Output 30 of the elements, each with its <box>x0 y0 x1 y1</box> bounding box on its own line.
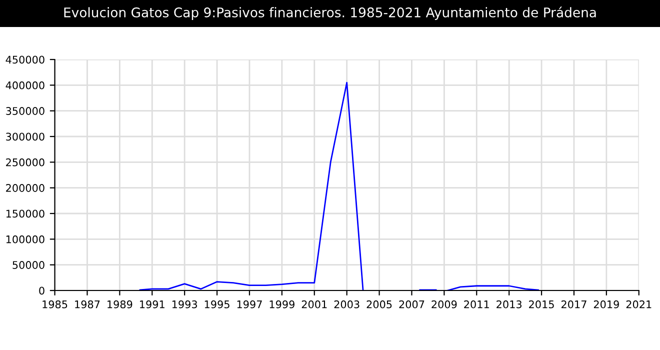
x-tick-label: 2019 <box>594 300 619 308</box>
y-tick-label: 450000 <box>6 56 44 64</box>
y-tick-label: 350000 <box>6 107 44 115</box>
y-tick-label: 0 <box>39 286 44 295</box>
x-tick-label: 2021 <box>626 300 652 308</box>
y-tick-label: 250000 <box>6 158 44 166</box>
y-tick-label: 100000 <box>6 235 44 244</box>
x-tick-label: 2005 <box>366 300 392 308</box>
y-tick-label: 150000 <box>6 210 44 218</box>
x-tick-label: 2003 <box>334 300 360 308</box>
x-tick-label: 1987 <box>75 300 100 308</box>
x-tick-label: 1993 <box>172 300 197 308</box>
y-tick-label: 300000 <box>6 132 44 141</box>
y-tick-label: 200000 <box>6 184 44 192</box>
y-tick-label: 400000 <box>6 81 44 90</box>
x-tick-label: 1995 <box>204 300 230 308</box>
x-tick-label: 2015 <box>529 300 554 308</box>
x-tick-label: 2017 <box>561 300 586 308</box>
y-tick-label: 50000 <box>12 261 44 269</box>
chart-title: Evolucion Gatos Cap 9:Pasivos financieros. 1985-2021 Ayuntamiento de Prádena <box>64 6 596 20</box>
x-tick-label: 1999 <box>270 300 294 308</box>
x-tick-label: 2011 <box>464 300 489 308</box>
x-tick-label: 1991 <box>140 300 164 308</box>
x-tick-label: 2013 <box>496 300 522 308</box>
x-tick-label: 2007 <box>399 300 424 308</box>
x-tick-label: 1989 <box>108 300 132 308</box>
x-tick-label: 2001 <box>302 300 327 308</box>
x-tick-label: 1997 <box>237 300 262 308</box>
x-tick-label: 1985 <box>42 300 68 308</box>
x-tick-label: 2009 <box>432 300 457 308</box>
